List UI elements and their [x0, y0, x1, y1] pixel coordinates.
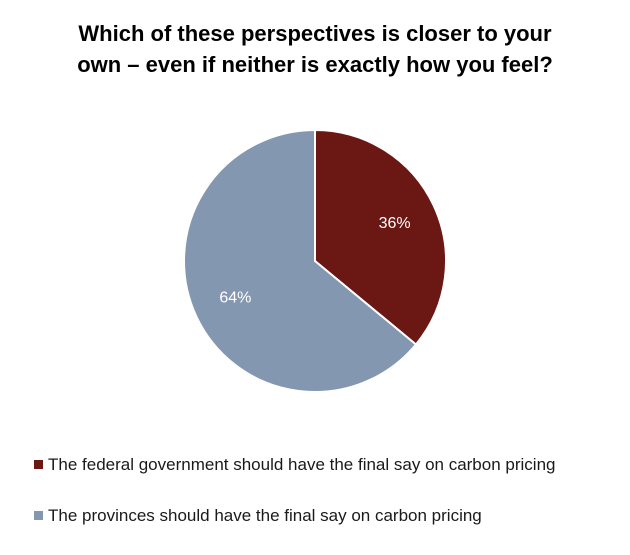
legend-item-federal: The federal government should have the f…: [34, 452, 624, 477]
chart-title: Which of these perspectives is closer to…: [0, 18, 630, 80]
chart-title-line-1: Which of these perspectives is closer to…: [78, 21, 552, 46]
legend-label-provinces: The provinces should have the final say …: [48, 506, 482, 525]
pie-slice-provinces: [183, 128, 418, 393]
legend-label-federal: The federal government should have the f…: [48, 455, 556, 474]
legend-swatch-federal: [34, 460, 43, 469]
legend-item-provinces: The provinces should have the final say …: [34, 503, 624, 528]
legend: The federal government should have the f…: [34, 452, 624, 554]
pie-label-provinces: 64%: [219, 290, 251, 307]
pie-label-federal: 36%: [379, 215, 411, 232]
legend-swatch-provinces: [34, 511, 43, 520]
chart-title-line-2: own – even if neither is exactly how you…: [77, 52, 553, 77]
pie-slice-federal: [314, 128, 447, 346]
